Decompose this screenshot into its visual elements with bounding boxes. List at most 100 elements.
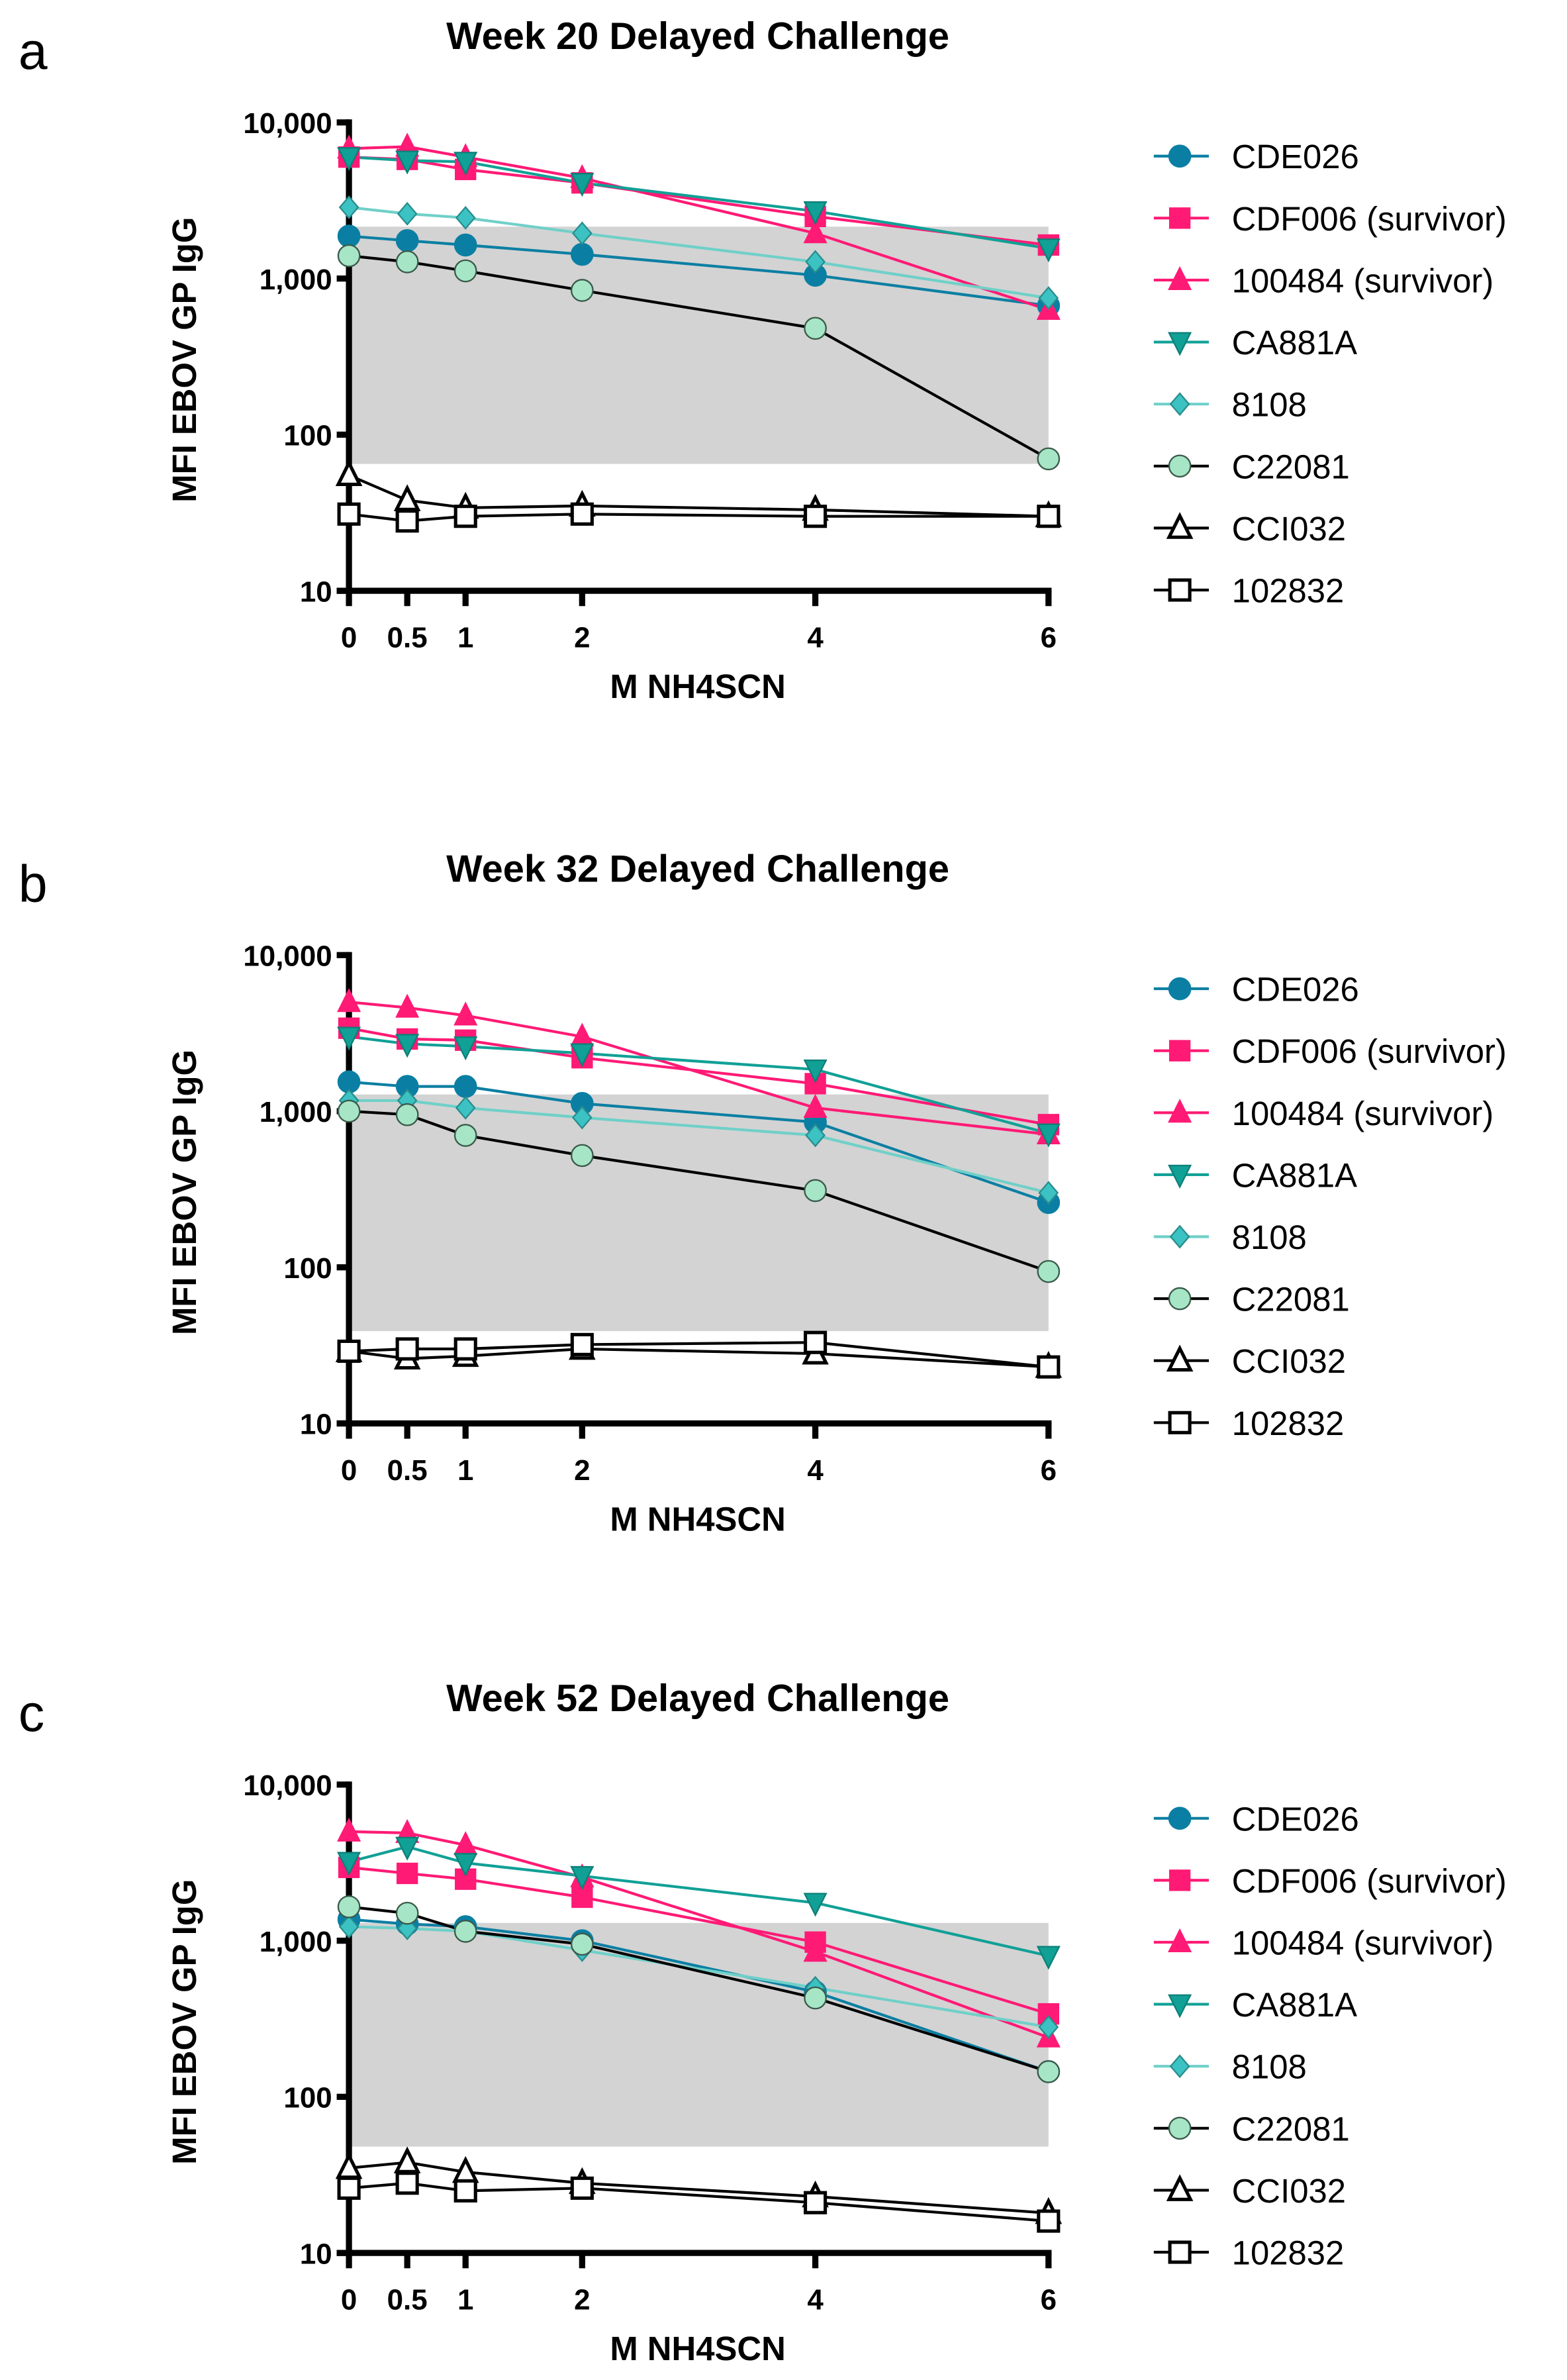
data-point — [397, 201, 418, 226]
legend-item: CDE026 — [1153, 138, 1359, 175]
legend-label: 8108 — [1232, 386, 1307, 424]
data-point — [453, 1001, 478, 1026]
legend-label: CCI032 — [1232, 2172, 1346, 2210]
series-markers-CA881A — [337, 147, 1061, 263]
data-point — [337, 2176, 361, 2200]
legend-marker — [1168, 266, 1192, 290]
data-point — [337, 1817, 361, 1842]
data-point — [453, 1124, 477, 1147]
x-tick-label: 4 — [807, 622, 824, 654]
y-tick-label: 1,000 — [260, 264, 332, 296]
data-point — [455, 1096, 476, 1120]
series-line — [348, 473, 1049, 518]
data-point — [335, 459, 363, 487]
legend-label: 102832 — [1232, 1405, 1345, 1442]
panel-label: a — [19, 22, 48, 80]
y-tick-label: 10 — [300, 575, 332, 608]
data-point — [570, 502, 594, 526]
x-tick-label: 0 — [341, 2284, 357, 2316]
data-point — [805, 250, 826, 274]
data-point — [803, 1093, 828, 1118]
series-line — [349, 1341, 1049, 1369]
legend-item: CA881A — [1153, 324, 1357, 362]
series-line — [348, 1001, 1049, 1136]
series-100484 — [349, 1830, 1049, 2039]
legend-item: 102832 — [1153, 2234, 1344, 2272]
data-point — [395, 1034, 420, 1058]
series-markers-102832 — [337, 2171, 1061, 2233]
data-point — [395, 229, 419, 252]
series-markers-C22081 — [337, 1895, 1061, 2083]
y-tick-label: 10 — [300, 1409, 332, 1441]
data-point — [337, 1026, 361, 1051]
y-tick-label: 10,000 — [243, 107, 332, 140]
data-point — [571, 221, 593, 246]
data-point — [337, 502, 361, 526]
legend-item: CA881A — [1153, 1986, 1357, 2024]
legend-label: CCI032 — [1232, 510, 1346, 548]
x-tick-label: 6 — [1041, 1454, 1057, 1487]
legend: CDE026 CDF006 (survivor) 100484 (survivor)… — [1153, 138, 1507, 609]
x-axis-label: M NH4SCN — [610, 668, 785, 705]
x-tick-label: 6 — [1041, 622, 1057, 654]
x-tick-label: 4 — [807, 2284, 824, 2316]
y-tick-label: 1,000 — [260, 1926, 332, 1958]
series-markers-102832 — [337, 1330, 1061, 1379]
data-point — [570, 2176, 594, 2200]
data-point — [453, 233, 477, 257]
data-point — [337, 1852, 361, 1876]
legend-marker — [1166, 512, 1194, 539]
legend-marker — [1168, 2240, 1192, 2264]
legend-marker — [1168, 1099, 1192, 1123]
data-point — [1038, 2015, 1059, 2039]
data-point — [337, 1339, 361, 1364]
data-point — [804, 1179, 827, 1203]
series-CCI032 — [348, 2161, 1049, 2215]
data-point — [1037, 447, 1061, 471]
panel-a: a Week 20 Delayed Challenge101001,00010,0… — [19, 15, 1507, 705]
x-tick-label: 2 — [574, 2284, 590, 2316]
y-tick-label: 100 — [283, 2082, 332, 2114]
y-axis-label: MFI EBOV GP IgG — [166, 1050, 203, 1335]
data-point — [571, 1932, 594, 1956]
series-markers-C22081 — [337, 1099, 1061, 1283]
data-point — [455, 205, 476, 230]
legend-label: C22081 — [1232, 1281, 1350, 1318]
legend-label: 100484 (survivor) — [1232, 262, 1494, 299]
data-point — [1037, 2209, 1061, 2233]
data-point — [804, 2191, 828, 2214]
series-8108 — [348, 205, 1049, 300]
legend-item: CA881A — [1153, 1156, 1357, 1194]
legend-marker — [1168, 1287, 1192, 1311]
legend-label: CDE026 — [1232, 138, 1359, 175]
data-point — [805, 1123, 826, 1148]
legend-item: 102832 — [1153, 1405, 1345, 1442]
data-point — [395, 1337, 419, 1361]
legend-marker — [1168, 332, 1192, 356]
data-point — [803, 201, 828, 226]
data-point — [453, 152, 478, 176]
legend-label: C22081 — [1232, 2110, 1350, 2148]
legend-label: 8108 — [1232, 1218, 1307, 1256]
data-point — [1038, 286, 1059, 311]
x-tick-label: 2 — [574, 622, 590, 654]
series-CCI032 — [348, 473, 1049, 518]
legend-marker — [1168, 1928, 1192, 1953]
legend: CDE026 CDF006 (survivor) 100484 (survivor)… — [1153, 971, 1507, 1442]
data-point — [393, 2146, 421, 2173]
x-tick-label: 0 — [341, 1454, 357, 1487]
legend-label: CDF006 (survivor) — [1232, 200, 1507, 238]
legend-label: CA881A — [1232, 324, 1357, 362]
panel-label: c — [19, 1684, 44, 1742]
data-point — [571, 242, 594, 266]
legend-label: 100484 (survivor) — [1232, 1095, 1494, 1132]
x-tick-label: 2 — [574, 1454, 590, 1487]
shaded-range-band — [349, 226, 1049, 464]
data-point — [337, 147, 361, 172]
data-point — [1038, 1181, 1059, 1205]
y-axis-label: MFI EBOV GP IgG — [166, 217, 203, 503]
data-point — [338, 195, 359, 220]
x-axis-label: M NH4SCN — [610, 2330, 785, 2367]
series-line — [349, 145, 1049, 311]
